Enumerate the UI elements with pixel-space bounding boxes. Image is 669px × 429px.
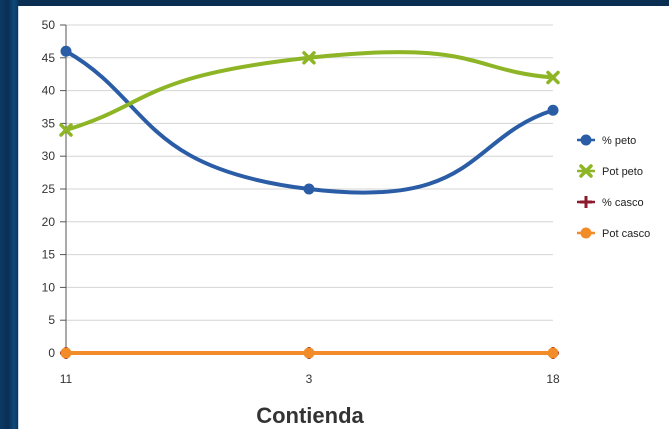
marker-stroke bbox=[579, 164, 593, 178]
data-point-peto bbox=[547, 104, 559, 116]
y-tick-label: 50 bbox=[42, 18, 56, 32]
legend-item-pot-casco: Pot casco bbox=[577, 227, 650, 240]
y-tick-label: 5 bbox=[48, 313, 55, 327]
y-tick-label: 35 bbox=[42, 116, 56, 130]
legend: % peto Pot peto % casco Pot casco bbox=[577, 134, 650, 240]
y-tick-label: 25 bbox=[42, 182, 56, 196]
data-point-pot-peto bbox=[546, 70, 560, 85]
x-tick-label: 11 bbox=[60, 372, 73, 386]
data-point-pot-peto bbox=[302, 51, 316, 65]
chart-card bbox=[18, 6, 669, 429]
legend-label: Pot casco bbox=[602, 228, 650, 240]
legend-label: % peto bbox=[602, 135, 636, 147]
y-tick-label: 40 bbox=[42, 84, 56, 98]
data-point-pot-casco bbox=[303, 347, 315, 359]
x-tick-labels: 11 3 18 bbox=[60, 372, 560, 386]
series-pot-peto bbox=[59, 50, 560, 137]
data-point-pot-casco bbox=[60, 347, 72, 359]
marker-stroke bbox=[546, 70, 560, 85]
legend-swatch-marker bbox=[580, 227, 592, 239]
y-tick-label: 15 bbox=[42, 248, 56, 262]
y-tick-label: 30 bbox=[42, 149, 56, 163]
plot-area bbox=[59, 45, 560, 359]
y-tick-label: 45 bbox=[42, 51, 56, 65]
series-line-peto bbox=[64, 49, 555, 195]
marker-stroke bbox=[59, 123, 73, 137]
data-point-pot-casco bbox=[547, 347, 559, 359]
y-tick-label: 0 bbox=[48, 346, 55, 360]
series-pot-casco bbox=[60, 347, 559, 359]
y-tick-label: 20 bbox=[42, 215, 56, 229]
data-point-peto bbox=[60, 45, 72, 57]
series-peto bbox=[60, 45, 559, 195]
legend-item-pot-peto: Pot peto bbox=[577, 164, 643, 178]
data-point-peto bbox=[303, 183, 315, 195]
legend-item-casco: % casco bbox=[577, 196, 644, 209]
axes bbox=[60, 24, 67, 354]
x-tick-label: 18 bbox=[546, 372, 560, 386]
y-tick-label: 10 bbox=[42, 280, 56, 294]
legend-swatch-marker bbox=[579, 164, 593, 178]
legend-label: Pot peto bbox=[602, 166, 643, 178]
x-axis-title: Contienda bbox=[256, 403, 364, 428]
legend-swatch-marker bbox=[580, 134, 592, 146]
x-tick-label: 3 bbox=[306, 372, 313, 386]
legend-label: % casco bbox=[602, 197, 644, 209]
legend-swatch-marker bbox=[580, 196, 592, 208]
data-point-pot-peto bbox=[59, 123, 73, 137]
marker-stroke bbox=[302, 51, 316, 65]
y-tick-labels: 0 5 10 15 20 25 30 35 40 45 50 bbox=[42, 18, 56, 360]
legend-item-peto: % peto bbox=[577, 134, 636, 147]
